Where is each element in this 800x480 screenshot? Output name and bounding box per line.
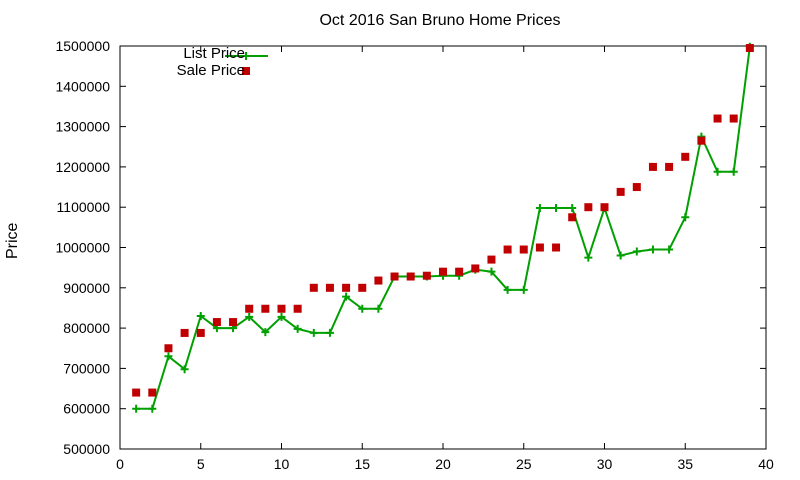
list-price-point bbox=[148, 404, 157, 413]
list-price-point bbox=[616, 251, 625, 260]
legend-list-price-marker bbox=[242, 52, 250, 60]
sale-price-point bbox=[196, 328, 205, 337]
sale-price-point bbox=[681, 152, 690, 161]
x-tick-label: 10 bbox=[274, 456, 290, 472]
sale-price-point bbox=[713, 114, 722, 123]
y-axis-label: Price bbox=[4, 222, 21, 259]
legend-label-sale-price: Sale Price bbox=[176, 62, 245, 79]
sale-price-point bbox=[632, 183, 641, 192]
list-price-point bbox=[487, 267, 496, 276]
list-price-point bbox=[648, 245, 657, 254]
sale-price-point bbox=[665, 162, 674, 171]
list-price-point bbox=[277, 312, 286, 321]
sale-price-point bbox=[212, 318, 221, 327]
list-price-point bbox=[164, 352, 173, 361]
sale-price-point bbox=[229, 318, 238, 327]
sale-price-point bbox=[293, 304, 302, 313]
sale-price-point bbox=[180, 328, 189, 337]
sale-price-point bbox=[697, 136, 706, 145]
sale-price-point bbox=[745, 44, 754, 53]
y-tick-label: 600000 bbox=[63, 401, 110, 417]
sale-price-point bbox=[374, 276, 383, 285]
x-tick-label: 15 bbox=[354, 456, 370, 472]
y-tick-label: 1100000 bbox=[57, 199, 111, 215]
sale-price-point bbox=[471, 264, 480, 273]
sale-price-point bbox=[503, 245, 512, 254]
list-price-point bbox=[342, 292, 351, 301]
sale-price-point bbox=[422, 271, 431, 280]
list-price-point bbox=[729, 167, 738, 176]
sale-price-point bbox=[552, 243, 561, 252]
sale-price-point bbox=[535, 243, 544, 252]
x-tick-label: 20 bbox=[435, 456, 451, 472]
list-price-point bbox=[374, 304, 383, 313]
sale-price-point bbox=[616, 187, 625, 196]
x-tick-label: 40 bbox=[758, 456, 774, 472]
list-price-point bbox=[535, 204, 544, 213]
y-tick-label: 800000 bbox=[63, 320, 110, 336]
list-price-point bbox=[552, 204, 561, 213]
list-price-point bbox=[713, 167, 722, 176]
list-price-point bbox=[261, 328, 270, 337]
y-tick-label: 900000 bbox=[63, 280, 110, 296]
sale-price-point bbox=[729, 114, 738, 123]
sale-price-point bbox=[132, 388, 141, 397]
sale-price-point bbox=[148, 388, 157, 397]
sale-price-point bbox=[342, 283, 351, 292]
sale-price-point bbox=[325, 283, 334, 292]
sale-price-point bbox=[277, 304, 286, 313]
y-tick-label: 1400000 bbox=[55, 78, 110, 94]
list-price-point bbox=[293, 324, 302, 333]
y-tick-label: 1000000 bbox=[55, 240, 110, 256]
chart-title: Oct 2016 San Bruno Home Prices bbox=[319, 12, 561, 29]
list-price-point bbox=[180, 365, 189, 374]
legend-sale-price-marker bbox=[242, 67, 250, 75]
list-price-point bbox=[584, 253, 593, 262]
x-tick-label: 30 bbox=[597, 456, 613, 472]
sale-price-point bbox=[648, 162, 657, 171]
list-price-point bbox=[665, 245, 674, 254]
sale-price-point bbox=[406, 272, 415, 281]
sale-price-point bbox=[455, 267, 464, 276]
y-tick-label: 1300000 bbox=[55, 119, 110, 135]
sale-price-point bbox=[439, 267, 447, 276]
sale-price-point bbox=[568, 213, 577, 222]
sale-price-point bbox=[164, 344, 173, 353]
legend-label-list-price: List Price bbox=[183, 45, 245, 62]
sale-price-point bbox=[261, 304, 270, 313]
sale-price-point bbox=[390, 272, 399, 281]
list-price-point bbox=[196, 312, 205, 321]
sale-price-point bbox=[584, 203, 593, 212]
sale-price-point bbox=[519, 245, 528, 254]
sale-price-point bbox=[245, 304, 254, 313]
x-tick-label: 5 bbox=[197, 456, 205, 472]
y-tick-label: 1200000 bbox=[55, 159, 110, 175]
sale-price-point bbox=[309, 283, 318, 292]
list-price-point bbox=[519, 285, 528, 294]
list-price-point bbox=[681, 213, 690, 222]
list-price-point bbox=[568, 204, 577, 213]
sale-price-point bbox=[600, 203, 609, 212]
x-tick-label: 35 bbox=[677, 456, 693, 472]
list-price-point bbox=[503, 285, 512, 294]
sale-price-point bbox=[358, 283, 367, 292]
x-tick-label: 0 bbox=[116, 456, 124, 472]
y-tick-label: 700000 bbox=[63, 360, 110, 376]
list-price-point bbox=[309, 328, 318, 337]
sale-price-point bbox=[487, 255, 496, 264]
y-tick-label: 500000 bbox=[63, 441, 110, 457]
series-list-price-line bbox=[136, 46, 751, 410]
x-tick-label: 25 bbox=[516, 456, 532, 472]
list-price-point bbox=[132, 404, 141, 413]
list-price-point bbox=[325, 328, 334, 337]
list-price-point bbox=[358, 304, 367, 313]
list-price-point bbox=[632, 247, 641, 256]
list-price-point bbox=[245, 312, 254, 321]
y-tick-label: 1500000 bbox=[55, 38, 110, 54]
